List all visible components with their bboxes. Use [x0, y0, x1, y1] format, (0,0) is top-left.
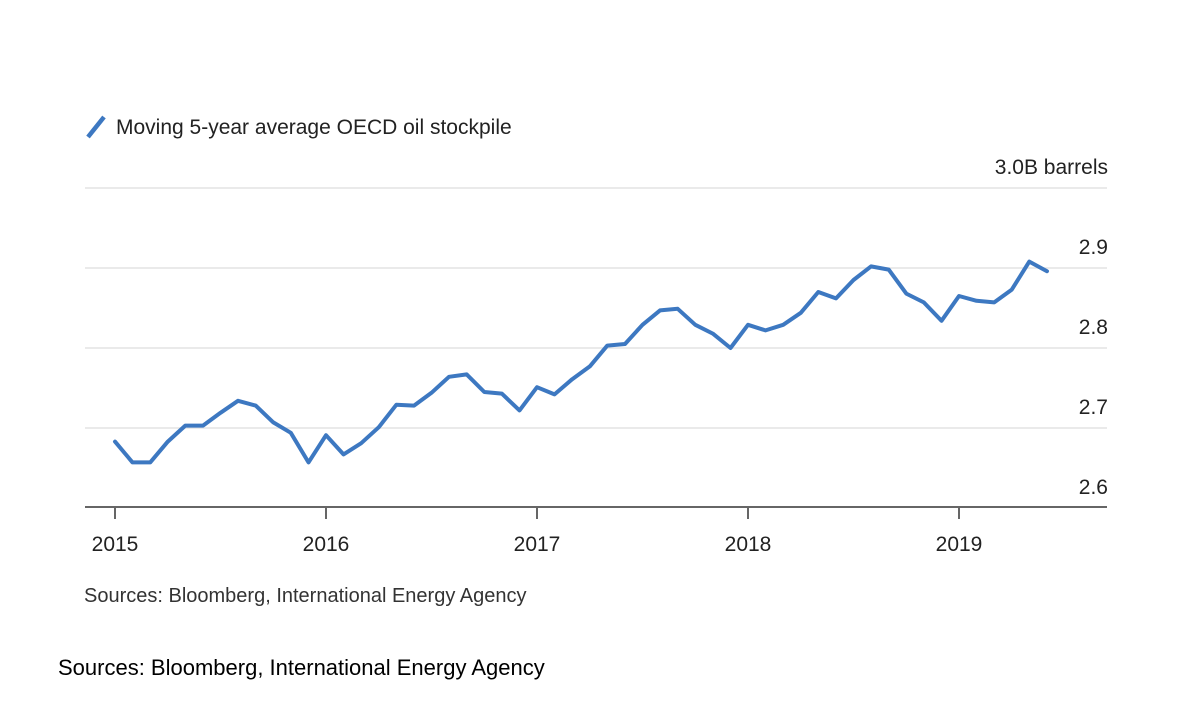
x-tick-label: 2018: [725, 533, 772, 556]
chart-source-note: Sources: Bloomberg, International Energy…: [84, 585, 526, 607]
legend-swatch: [86, 115, 106, 139]
x-axis-ticks: 2015 2016 2017 2018 2019: [92, 507, 983, 556]
y-tick-label: 2.7: [1079, 396, 1108, 419]
x-tick-label: 2017: [514, 533, 561, 556]
series-line: [113, 259, 1049, 465]
gridlines: [85, 187, 1107, 429]
y-tick-label: 2.9: [1079, 236, 1108, 259]
y-tick-label: 2.8: [1079, 316, 1108, 339]
y-tick-label: 2.6: [1079, 476, 1108, 499]
x-tick-label: 2019: [936, 533, 983, 556]
legend-label: Moving 5-year average OECD oil stockpile: [116, 116, 512, 139]
y-tick-label: 3.0B barrels: [995, 156, 1108, 179]
x-tick-label: 2015: [92, 533, 139, 556]
x-tick-label: 2016: [303, 533, 350, 556]
y-axis-labels: 2.6 2.7 2.8 2.9 3.0B barrels: [995, 156, 1108, 499]
caption: Sources: Bloomberg, International Energy…: [58, 655, 545, 680]
